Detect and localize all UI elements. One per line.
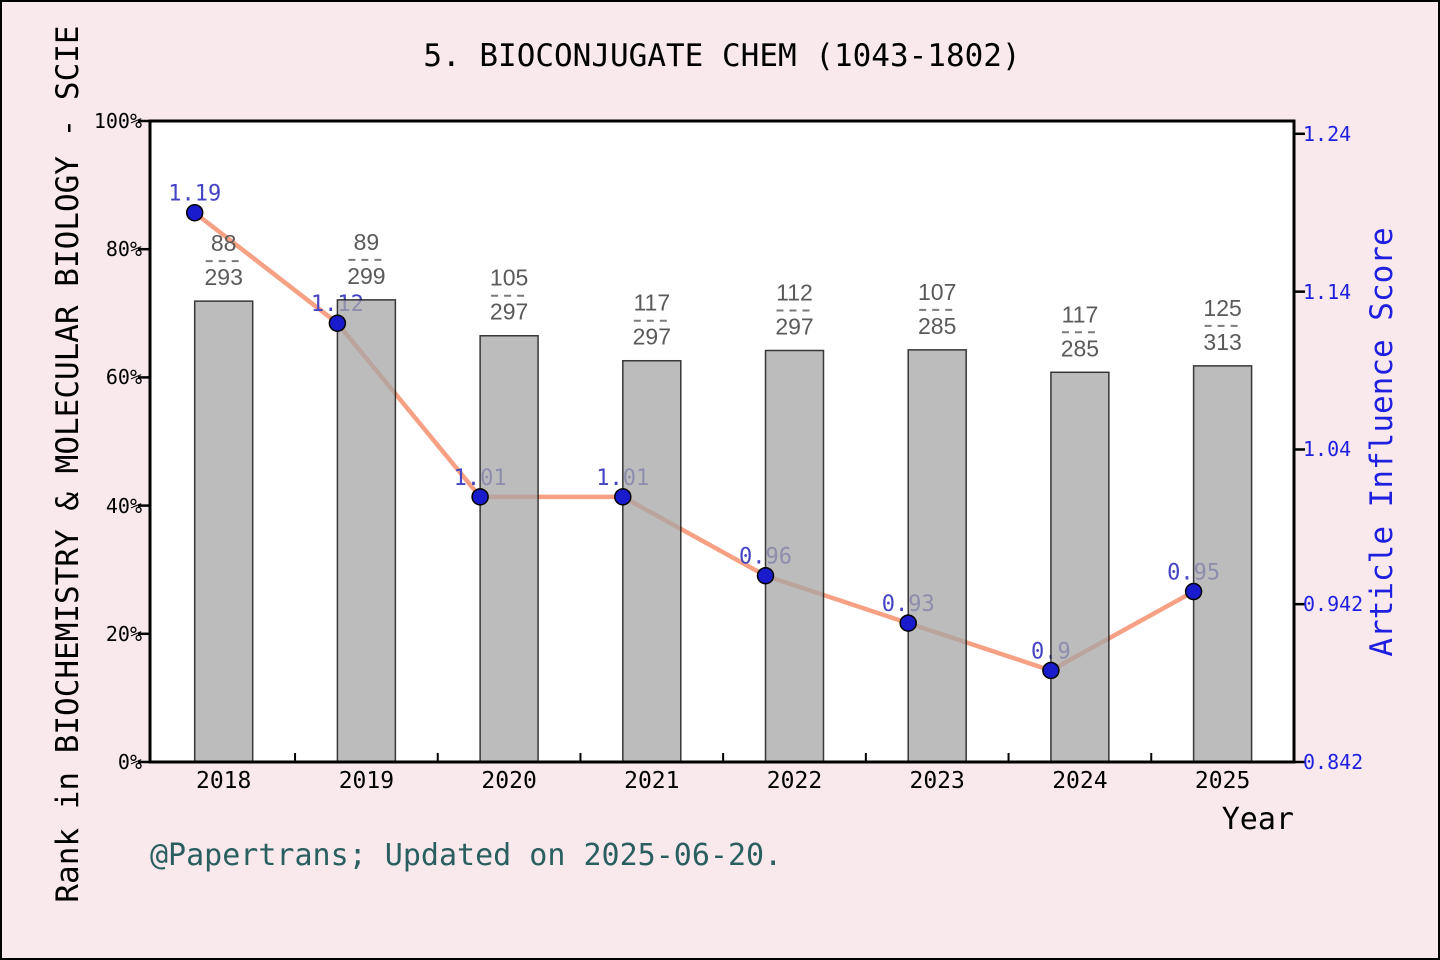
ais-marker-2018: [185, 203, 204, 222]
right-tick-label-1.14: 1.14: [1303, 279, 1352, 304]
rank-denominator-2021: 297: [633, 324, 671, 350]
ais-marker-2020: [471, 488, 489, 506]
rank-bar-2022: [764, 349, 825, 763]
rank-numerator-2021: 117: [633, 290, 670, 316]
rank-denominator-2018: 293: [205, 264, 243, 290]
rank-bar-2018: [193, 300, 254, 763]
year-label-2019: 2019: [338, 768, 395, 794]
year-label-2018: 2018: [195, 768, 252, 794]
x-axis-title: Year: [1221, 802, 1294, 837]
plot-area: 1.191.121.011.010.960.930.90.95882938929…: [138, 119, 1305, 764]
rank-bar-2019: [336, 299, 397, 763]
rank-denominator-2019: 299: [347, 263, 385, 289]
right-axis-title: Article Influence Score: [1364, 227, 1400, 657]
chart-title: 5. BIOCONJUGATE CHEM (1043-1802): [423, 38, 1021, 74]
rank-denominator-2023: 285: [918, 313, 956, 339]
right-tick-label-0.942: 0.942: [1303, 592, 1364, 617]
right-tick-label-1.24: 1.24: [1303, 121, 1352, 146]
ais-marker-2021: [614, 488, 632, 506]
rank-numerator-2020: 105: [490, 265, 528, 291]
rank-denominator-2020: 297: [490, 299, 528, 325]
rank-bar-2025: [1192, 365, 1253, 763]
year-label-2023: 2023: [909, 768, 965, 794]
year-label-2021: 2021: [624, 768, 680, 794]
year-label-2020: 2020: [481, 768, 537, 794]
left-tick-label-80%: 80%: [105, 237, 142, 262]
rank-numerator-2024: 117: [1062, 301, 1099, 327]
rank-bar-2021: [622, 359, 682, 763]
ais-marker-2023: [899, 614, 917, 632]
ais-marker-2019: [328, 314, 347, 332]
rank-denominator-2025: 313: [1203, 329, 1241, 355]
right-tick-label-0.842: 0.842: [1303, 750, 1364, 774]
rank-bar-2023: [907, 349, 967, 763]
ais-marker-2025: [1184, 582, 1203, 601]
rank-numerator-2025: 125: [1203, 295, 1241, 321]
rank-numerator-2019: 89: [354, 229, 380, 255]
plot-background: [150, 121, 1294, 762]
rank-bar-2024: [1050, 371, 1110, 763]
year-label-2024: 2024: [1052, 768, 1108, 794]
ais-marker-2022: [756, 566, 775, 585]
footer-credit: @Papertrans; Updated on 2025-06-20.: [150, 838, 783, 873]
year-label-2025: 2025: [1194, 768, 1251, 794]
left-tick-label-100%: 100%: [93, 109, 142, 133]
rank-denominator-2022: 297: [775, 313, 813, 339]
rank-bar-2020: [479, 334, 539, 763]
year-label-2022: 2022: [766, 768, 823, 794]
rank-numerator-2022: 112: [776, 279, 813, 305]
left-tick-label-40%: 40%: [105, 493, 142, 518]
left-tick-label-0%: 0%: [117, 750, 142, 774]
rank-numerator-2023: 107: [918, 279, 956, 305]
plot-frame: [148, 119, 1296, 764]
ais-marker-2024: [1042, 661, 1060, 680]
ais-point-label-2018: 1.19: [168, 182, 221, 207]
rank-denominator-2024: 285: [1061, 335, 1099, 361]
right-tick-label-1.04: 1.04: [1303, 437, 1352, 462]
rank-numerator-2018: 88: [211, 230, 237, 256]
left-tick-label-60%: 60%: [105, 365, 142, 390]
left-tick-label-20%: 20%: [105, 621, 142, 646]
